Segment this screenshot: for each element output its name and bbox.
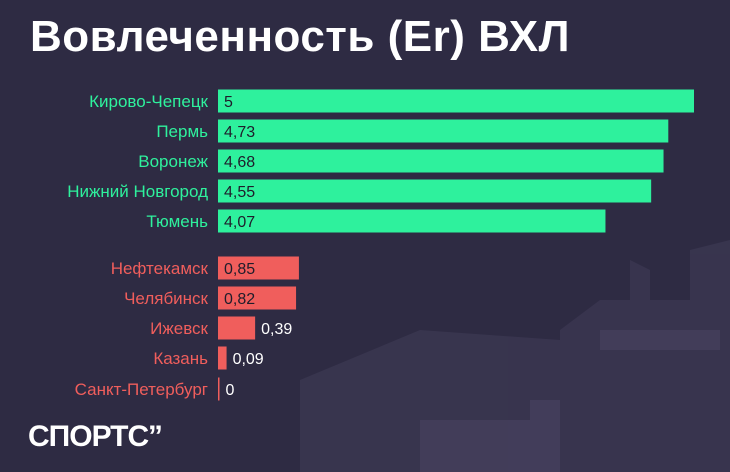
category-label-top: Тюмень xyxy=(146,212,208,231)
category-label-top: Нижний Новгород xyxy=(67,182,208,201)
value-label-bottom: 0,82 xyxy=(224,291,255,308)
bar-bottom xyxy=(218,286,297,310)
value-label-top: 4,55 xyxy=(224,184,255,201)
category-label-top: Кирово-Чепецк xyxy=(89,92,208,111)
value-label-top: 4,07 xyxy=(224,214,255,231)
category-label-bottom: Нефтекамск xyxy=(111,259,209,278)
bar-bottom xyxy=(218,316,256,340)
value-label-bottom: 0 xyxy=(226,382,235,399)
value-label-bottom: 0,09 xyxy=(233,351,264,368)
value-label-top: 4,73 xyxy=(224,124,255,141)
bar-top xyxy=(218,119,669,143)
value-label-top: 5 xyxy=(224,94,233,111)
category-label-bottom: Казань xyxy=(153,349,208,368)
page-title: Вовлеченность (Er) ВХЛ xyxy=(30,12,570,61)
category-label-bottom: Санкт-Петербург xyxy=(75,380,208,399)
bar-top xyxy=(218,89,694,113)
value-label-top: 4,68 xyxy=(224,154,255,171)
sports-logo: СПОРТС’’ xyxy=(28,420,163,453)
value-label-bottom: 0,39 xyxy=(261,321,292,338)
bar-bottom xyxy=(218,346,227,370)
bar-bottom xyxy=(218,377,220,401)
bar-top xyxy=(218,149,664,173)
category-label-top: Пермь xyxy=(156,122,208,141)
category-label-bottom: Челябинск xyxy=(124,289,208,308)
value-label-bottom: 0,85 xyxy=(224,261,255,278)
category-label-bottom: Ижевск xyxy=(150,319,208,338)
bar-top xyxy=(218,209,606,233)
bar-top xyxy=(218,179,652,203)
category-label-top: Воронеж xyxy=(138,152,208,171)
bar-bottom xyxy=(218,256,299,280)
